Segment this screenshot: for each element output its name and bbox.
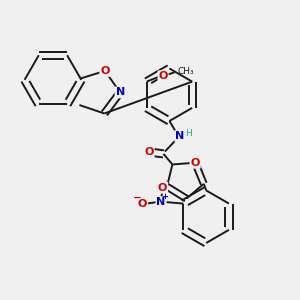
Text: N: N (116, 87, 125, 98)
Text: −: − (134, 193, 142, 203)
Text: H: H (185, 129, 192, 138)
Text: O: O (158, 71, 168, 81)
Text: CH₃: CH₃ (177, 67, 194, 76)
Text: O: O (158, 183, 167, 193)
Text: +: + (161, 192, 168, 201)
Text: N: N (175, 131, 184, 141)
Text: N: N (156, 197, 166, 207)
Text: O: O (100, 66, 110, 76)
Text: O: O (138, 199, 147, 208)
Text: O: O (190, 158, 200, 168)
Text: O: O (144, 147, 154, 158)
